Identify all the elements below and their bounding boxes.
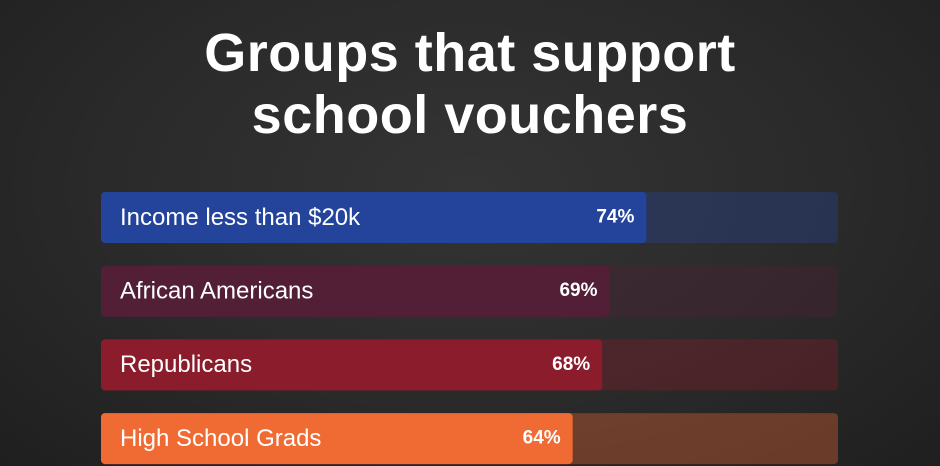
category-label: African Americans <box>120 278 313 305</box>
category-label: Republicans <box>120 351 252 378</box>
chart-title: Groups that support school vouchers <box>204 23 736 145</box>
bar <box>101 265 610 317</box>
category-label: High School Grads <box>120 425 321 452</box>
value-label: 68% <box>552 354 590 375</box>
bar <box>101 192 647 243</box>
value-label: 69% <box>559 280 597 301</box>
bar <box>101 339 603 391</box>
value-label: 64% <box>523 428 561 449</box>
category-label: Income less than $20k <box>120 204 361 231</box>
bar <box>101 413 573 465</box>
value-label: 74% <box>596 207 634 228</box>
